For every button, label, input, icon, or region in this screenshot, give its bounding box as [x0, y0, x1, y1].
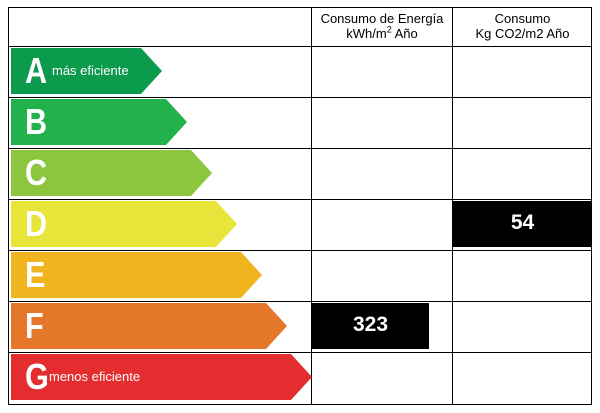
energy-header-line2: kWh/m2 Año: [312, 24, 452, 41]
energy-header-unit-exponent: 2: [386, 24, 392, 35]
row-divider: [9, 97, 591, 98]
rating-letter: E: [25, 254, 46, 295]
energy-value: 323: [352, 313, 389, 336]
row-divider: [9, 301, 591, 302]
row-divider: [9, 46, 591, 47]
rating-arrow-shape: [11, 252, 262, 298]
energy-header-period: Año: [391, 26, 418, 41]
energy-header-line1: Consumo de Energía: [320, 11, 444, 26]
energy-header-unit: kWh/m: [346, 26, 387, 41]
row-divider: [9, 199, 591, 200]
rating-description: más eficiente: [52, 63, 129, 78]
rating-letter: G: [25, 356, 49, 397]
rating-letter: F: [25, 305, 44, 346]
column-divider: [452, 8, 453, 404]
energy-label-table: Consumo de Energía kWh/m2 Año Consumo Kg…: [8, 7, 592, 405]
rating-arrow-shape: [11, 303, 287, 349]
co2-value-box: 54: [453, 201, 592, 247]
rating-letter: D: [25, 203, 48, 244]
rating-letter: B: [25, 101, 48, 142]
rating-description: menos eficiente: [49, 369, 141, 384]
row-divider: [9, 148, 591, 149]
co2-value: 54: [510, 211, 535, 234]
rating-arrow-e: E: [11, 252, 262, 298]
column-divider: [311, 8, 312, 404]
rating-arrow-shape: [11, 48, 162, 94]
row-divider: [9, 352, 591, 353]
rating-arrow-f: F: [11, 303, 287, 349]
row-divider: [9, 250, 591, 251]
co2-header-line2: Kg CO2/m2 Año: [475, 26, 570, 41]
rating-arrow-shape: [11, 150, 212, 196]
rating-arrow-shape: [11, 201, 237, 247]
co2-header-line1: Consumo: [494, 11, 551, 26]
rating-letter: A: [25, 50, 48, 91]
rating-arrow-b: B: [11, 99, 187, 145]
co2-column-header: Consumo Kg CO2/m2 Año: [453, 8, 592, 47]
rating-arrow-shape: [11, 99, 187, 145]
rating-arrow-c: C: [11, 150, 212, 196]
energy-value-box: 323: [312, 303, 429, 349]
rating-arrow-d: D: [11, 201, 237, 247]
rating-letter: C: [25, 152, 48, 193]
rating-arrow-shape: [11, 354, 312, 400]
energy-column-header: Consumo de Energía kWh/m2 Año: [312, 8, 452, 47]
